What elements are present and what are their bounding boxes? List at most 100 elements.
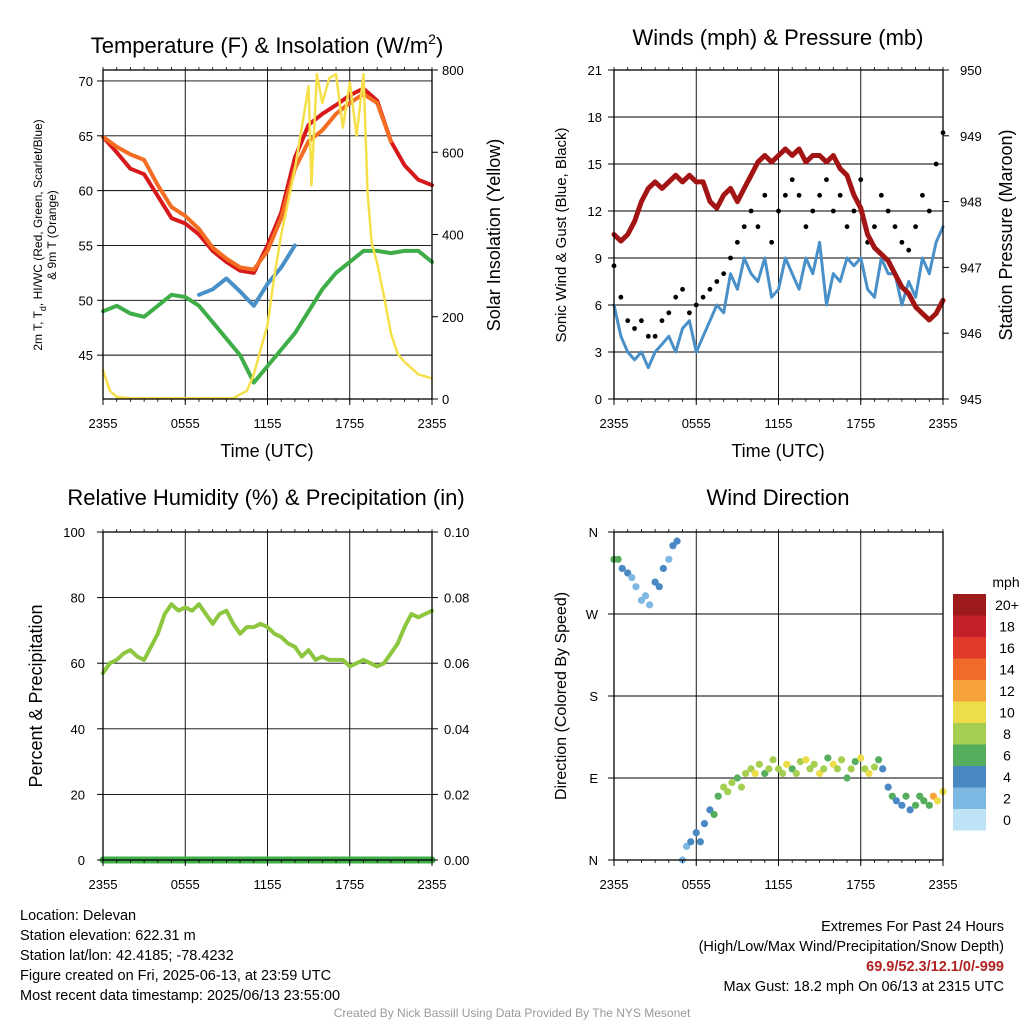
direction-point — [628, 573, 636, 582]
x-tick-label: 0555 — [682, 877, 711, 892]
colorbar-swatch — [953, 701, 986, 723]
gust-point — [707, 286, 713, 292]
gust-point — [625, 318, 631, 324]
elevation-text: Station elevation: 622.31 m — [20, 928, 196, 944]
direction-point — [751, 769, 759, 778]
y-right-tick-label: 946 — [960, 326, 982, 341]
direction-point — [810, 760, 818, 768]
y-tick-label: 80 — [71, 591, 85, 606]
gust-point — [810, 208, 816, 214]
y-right-tick-label: 945 — [960, 392, 982, 407]
x-tick-label: 1155 — [254, 416, 282, 431]
x-tick-label: 0555 — [682, 416, 711, 431]
gust-point — [762, 192, 768, 198]
y-tick-label: 100 — [63, 525, 85, 540]
gust-point — [837, 192, 843, 198]
y-tick-label: N — [589, 525, 598, 540]
colorbar-label: 8 — [1003, 726, 1011, 742]
speed-colorbar: mph 20+ 18 16 14 12 10 8 6 4 2 0 — [953, 574, 1020, 831]
title-superscript: 2 — [428, 31, 436, 47]
x-tick-label: 1755 — [335, 877, 364, 892]
direction-point — [847, 765, 855, 773]
gust-point — [721, 271, 727, 277]
colorbar-label: 20+ — [995, 597, 1019, 613]
x-tick-label: 0555 — [171, 877, 200, 892]
y-right-tick-label: 0.06 — [444, 656, 469, 671]
y-tick-label: S — [589, 689, 598, 704]
direction-point — [700, 819, 709, 828]
colorbar-title: mph — [992, 574, 1019, 590]
x-tick-label: 1755 — [846, 877, 875, 892]
direction-point — [692, 829, 700, 837]
ylabel-subscript: d — [38, 306, 48, 311]
direction-point — [837, 756, 846, 764]
gust-point — [666, 310, 672, 316]
gust-point — [851, 208, 857, 214]
y-tick-label: 50 — [79, 293, 93, 308]
gust-point — [652, 333, 658, 339]
direction-point — [796, 758, 805, 766]
gust-point — [639, 318, 644, 324]
direction-point — [710, 810, 718, 819]
y-right-tick-label: 200 — [442, 310, 464, 325]
direction-point — [857, 754, 865, 762]
gust-point — [926, 208, 932, 214]
x-tick-label: 2355 — [89, 877, 118, 892]
temperature-chart: 2355 0555 1155 1755 2355 45 50 55 60 65 70 0 200 400 6… — [31, 31, 504, 461]
x-tick-label: 2355 — [418, 416, 447, 431]
y-right-tick-label: 0.10 — [444, 525, 469, 540]
direction-point — [925, 801, 933, 809]
colorbar-swatch — [953, 744, 986, 766]
direction-point — [779, 769, 787, 778]
direction-point — [824, 754, 832, 762]
colorbar-swatch — [953, 809, 986, 831]
direction-point — [851, 758, 859, 766]
winds-pressure-chart: 2355 0555 1155 1755 2355 0 3 6 9 12 15 18 21 945 946 94… — [553, 25, 1016, 461]
gust-point — [769, 239, 775, 245]
gust-point — [817, 192, 823, 198]
x-tick-label: 1155 — [765, 416, 793, 431]
y-right-axis-label: Solar Insolation (Yellow) — [484, 139, 504, 331]
gust-point — [728, 255, 733, 261]
gust-point — [789, 177, 795, 183]
y-right-tick-label: 950 — [960, 63, 982, 78]
chart-title: Temperature (F) & Insolation (W/m2) — [91, 31, 444, 58]
direction-point — [655, 583, 663, 591]
gust-point — [632, 326, 637, 331]
direction-point — [659, 564, 667, 573]
y-axis-label: Percent & Precipitation — [26, 604, 46, 787]
gust-point — [776, 208, 781, 214]
colorbar-swatch — [953, 680, 986, 702]
colorbar-label: 10 — [999, 705, 1015, 721]
x-tick-label: 1755 — [335, 416, 364, 431]
direction-point — [769, 756, 777, 764]
gust-point — [933, 161, 939, 167]
colorbar-swatch — [953, 615, 986, 637]
y-right-tick-label: 400 — [442, 228, 464, 243]
chart-title: Wind Direction — [706, 485, 849, 510]
chart-title: Winds (mph) & Pressure (mb) — [633, 25, 924, 50]
direction-point — [884, 783, 892, 791]
y-tick-label: 65 — [79, 129, 93, 144]
direction-point — [765, 765, 773, 773]
colorbar-swatch — [953, 766, 986, 788]
series-line-blue — [197, 243, 297, 308]
y-tick-label: 70 — [79, 74, 93, 89]
colorbar-label: 0 — [1003, 812, 1011, 828]
direction-point — [714, 792, 722, 800]
gust-point — [892, 224, 898, 230]
direction-point — [833, 765, 842, 773]
gust-point — [824, 177, 829, 183]
direction-point — [898, 801, 906, 809]
ylabel-rest: , HI/WC (Red, Green, Scarlet/Blue) — [31, 119, 45, 306]
y-tick-label: 55 — [79, 238, 93, 253]
location-text: Location: Delevan — [20, 908, 137, 924]
direction-point — [865, 769, 873, 778]
title-end: ) — [436, 33, 443, 58]
x-tick-label: 2355 — [600, 877, 629, 892]
y-right-tick-label: 0.04 — [444, 722, 469, 737]
direction-point — [641, 592, 650, 600]
y-tick-label: 12 — [588, 204, 602, 219]
direction-point — [632, 583, 640, 591]
